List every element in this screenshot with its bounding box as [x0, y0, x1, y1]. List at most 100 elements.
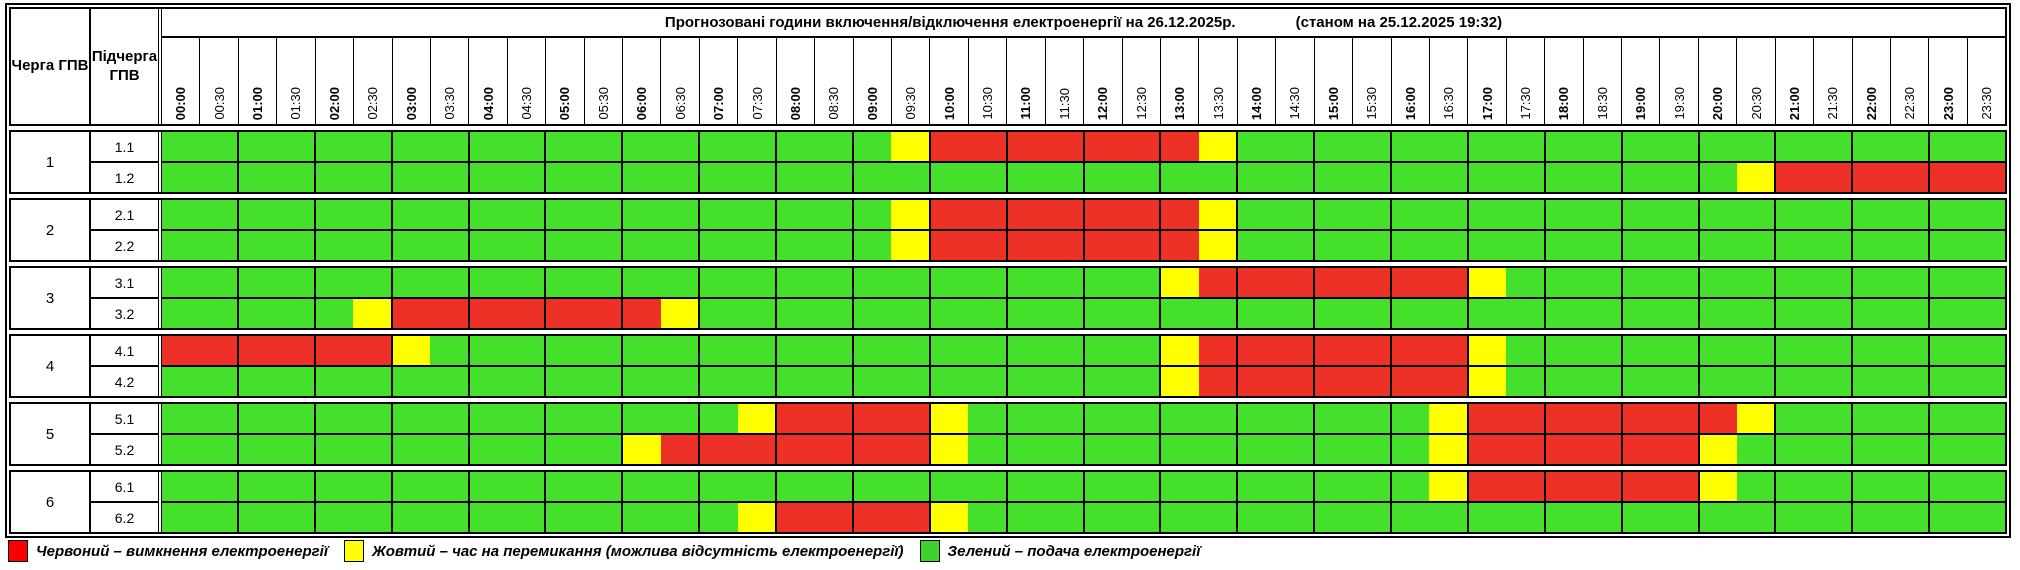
schedule-cell — [851, 404, 892, 433]
schedule-cell — [1082, 435, 1122, 464]
schedule-cell — [621, 200, 661, 229]
schedule-cell — [583, 231, 622, 260]
schedule-cell — [544, 268, 584, 297]
time-cell: 17:00 — [1468, 38, 1507, 124]
schedule-cell — [1045, 472, 1083, 501]
schedule-cell — [1313, 231, 1353, 260]
schedule-cell — [1390, 299, 1430, 328]
schedule-cell — [775, 231, 815, 260]
schedule-cell — [544, 200, 584, 229]
schedule-cell — [276, 367, 314, 396]
schedule-cell — [1466, 404, 1507, 433]
schedule-cell — [891, 200, 929, 229]
schedule-cell — [353, 367, 391, 396]
schedule-cell — [1736, 503, 1775, 532]
schedule-cell — [1429, 268, 1467, 297]
time-cell: 11:30 — [1046, 38, 1085, 124]
schedule-cell — [236, 132, 277, 161]
time-cell: 06:00 — [623, 38, 662, 124]
schedule-cell — [506, 163, 545, 192]
schedule-cell — [1005, 472, 1046, 501]
time-cell: 20:30 — [1737, 38, 1776, 124]
header-queue-label: Черга ГПВ — [11, 9, 91, 124]
schedule-row — [162, 231, 2005, 260]
schedule-cell — [1236, 336, 1276, 365]
schedule-cell — [891, 404, 929, 433]
schedule-cell — [1967, 200, 2005, 229]
time-label: 16:30 — [1441, 87, 1457, 120]
schedule-cell — [1620, 503, 1661, 532]
schedule-cell — [1390, 200, 1430, 229]
schedule-cell — [1082, 404, 1122, 433]
schedule-cell — [236, 268, 277, 297]
schedule-cell — [1352, 231, 1390, 260]
title-row: Прогнозовані години включення/відключенн… — [162, 9, 2005, 38]
schedule-cell — [199, 336, 237, 365]
schedule-cell — [1005, 231, 1046, 260]
time-label: 16:00 — [1402, 86, 1418, 120]
schedule-cell — [1620, 367, 1661, 396]
schedule-cell — [467, 367, 507, 396]
schedule-cell — [1697, 132, 1737, 161]
status-timestamp: (станом на 25.12.2025 19:32) — [1295, 14, 1503, 31]
schedule-cell — [430, 200, 468, 229]
schedule-cell — [583, 472, 622, 501]
schedule-cell — [353, 268, 391, 297]
schedule-cell — [1045, 435, 1083, 464]
subqueue-label: 1.1 — [91, 132, 158, 163]
schedule-cell — [430, 268, 468, 297]
schedule-cell — [199, 367, 237, 396]
legend-label: Червоний – вимкнення електроенергії — [36, 542, 328, 560]
subqueue-labels: 2.1 2.2 — [91, 200, 162, 260]
green-legend-swatch — [919, 540, 940, 562]
schedule-cell — [276, 503, 314, 532]
schedule-cell — [162, 367, 200, 396]
schedule-cell — [1851, 336, 1891, 365]
schedule-cell — [467, 163, 507, 192]
schedule-cell — [968, 200, 1006, 229]
schedule-cell — [1928, 336, 1968, 365]
schedule-cell — [698, 231, 738, 260]
schedule-cell — [1543, 200, 1584, 229]
schedule-cell — [1506, 200, 1544, 229]
schedule-cell — [1774, 503, 1814, 532]
schedule-cell — [1390, 435, 1430, 464]
schedule-cell — [1045, 268, 1083, 297]
schedule-cell — [467, 132, 507, 161]
schedule-cell — [1660, 336, 1698, 365]
schedule-cell — [1352, 163, 1390, 192]
queue-group: 6 6.1 6.2 — [9, 470, 2007, 534]
time-cell: 23:30 — [1968, 38, 2005, 124]
schedule-cell — [583, 404, 622, 433]
schedule-cell — [313, 435, 354, 464]
schedule-cell — [1774, 299, 1814, 328]
time-cell: 13:00 — [1161, 38, 1200, 124]
schedule-cell — [851, 231, 892, 260]
schedule-cell — [583, 367, 622, 396]
schedule-cell — [390, 404, 431, 433]
schedule-cell — [1890, 231, 1929, 260]
schedule-cell — [430, 163, 468, 192]
schedule-cell — [698, 299, 738, 328]
schedule-cell — [1275, 231, 1314, 260]
schedule-cell — [1543, 299, 1584, 328]
schedule-cell — [775, 472, 815, 501]
schedule-cell — [1928, 435, 1968, 464]
schedule-cell — [737, 367, 775, 396]
schedule-cell — [621, 132, 661, 161]
schedule-cell — [1928, 472, 1968, 501]
schedule-cell — [1890, 435, 1929, 464]
queue-grid — [162, 132, 2005, 192]
schedule-cell — [1736, 132, 1775, 161]
schedule-cell — [1275, 336, 1314, 365]
time-label: 22:30 — [1902, 87, 1918, 120]
schedule-cell — [506, 472, 545, 501]
schedule-cell — [1890, 404, 1929, 433]
schedule-cell — [1967, 268, 2005, 297]
time-cell: 12:00 — [1084, 38, 1123, 124]
schedule-cell — [1198, 367, 1237, 396]
schedule-cell — [1352, 404, 1390, 433]
time-label: 15:30 — [1364, 87, 1380, 120]
schedule-cell — [1697, 435, 1737, 464]
schedule-cell — [1774, 367, 1814, 396]
